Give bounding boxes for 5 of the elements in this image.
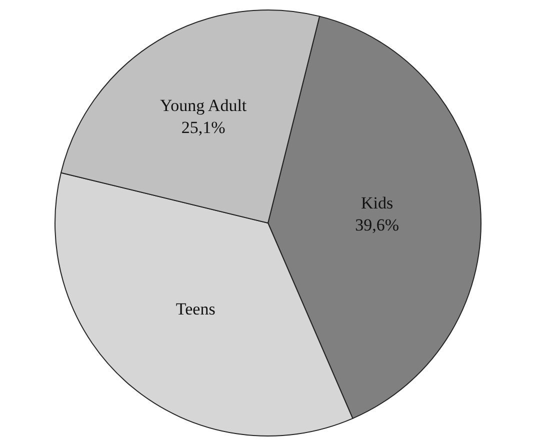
data-label: 39,6% <box>355 216 399 235</box>
slice-label: Teens <box>176 299 216 318</box>
slice-label: Kids <box>360 193 394 212</box>
slice-label: Young Adult <box>160 96 247 115</box>
data-label: 25,1% <box>181 118 226 137</box>
